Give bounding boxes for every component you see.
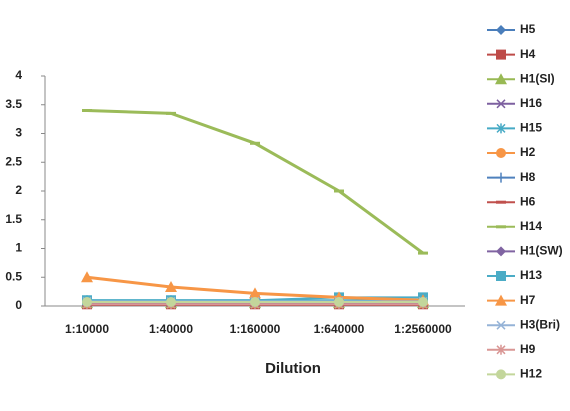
legend-label: H7 xyxy=(520,293,536,307)
data-point xyxy=(166,111,176,115)
data-point xyxy=(82,109,92,112)
y-tick-label: 2.5 xyxy=(5,154,22,168)
x-tick-label: 1:2560000 xyxy=(394,322,452,336)
legend-marker xyxy=(496,320,506,330)
data-point xyxy=(250,141,260,145)
y-tick-label: 2 xyxy=(15,183,22,197)
data-point xyxy=(334,296,344,307)
legend-label: H14 xyxy=(520,219,542,233)
data-point xyxy=(166,296,176,307)
data-point xyxy=(334,189,344,193)
legend-label: H16 xyxy=(520,96,542,110)
legend-label: H1(SW) xyxy=(520,244,563,258)
legend-marker xyxy=(496,344,506,355)
x-axis-title: Dilution xyxy=(265,360,321,377)
y-tick-label: 3 xyxy=(15,126,22,140)
data-point xyxy=(418,251,428,255)
y-tick-label: 0.5 xyxy=(5,269,22,283)
legend-label: H1(SI) xyxy=(520,71,555,85)
legend-marker xyxy=(496,172,506,183)
legend-marker xyxy=(496,369,506,380)
legend-marker xyxy=(496,246,506,257)
legend-label: H2 xyxy=(520,145,536,159)
legend-marker xyxy=(495,73,507,85)
legend-label: H3(Bri) xyxy=(520,317,560,331)
x-tick-label: 1:10000 xyxy=(65,322,109,336)
legend-label: H15 xyxy=(520,121,542,135)
x-tick-label: 1:160000 xyxy=(230,322,281,336)
data-point xyxy=(165,281,177,293)
legend-label: H12 xyxy=(520,367,542,381)
legend-marker xyxy=(496,225,506,229)
data-point xyxy=(82,296,92,307)
y-tick-label: 1.5 xyxy=(5,212,22,226)
legend-label: H13 xyxy=(520,268,542,282)
legend-label: H9 xyxy=(520,342,536,356)
y-tick-label: 4 xyxy=(15,68,22,82)
x-tick-label: 1:40000 xyxy=(149,322,193,336)
legend-marker xyxy=(496,200,506,204)
legend-label: H4 xyxy=(520,47,536,61)
legend-marker xyxy=(496,25,506,35)
legend-marker xyxy=(495,294,507,306)
series-line xyxy=(86,109,424,255)
legend-label: H8 xyxy=(520,170,536,184)
y-tick-label: 1 xyxy=(15,241,22,255)
data-point xyxy=(418,296,428,307)
legend-marker xyxy=(496,99,506,109)
x-tick-label: 1:640000 xyxy=(314,322,365,336)
legend-marker xyxy=(496,123,506,134)
legend-label: H5 xyxy=(520,22,536,36)
y-tick-label: 3.5 xyxy=(5,97,22,111)
y-tick-label: 0 xyxy=(15,298,22,312)
legend-marker xyxy=(496,49,506,60)
legend-marker xyxy=(496,148,506,158)
legend-label: H6 xyxy=(520,194,536,208)
data-point xyxy=(249,287,261,299)
data-point xyxy=(250,296,260,307)
legend-marker xyxy=(496,271,506,281)
data-point xyxy=(81,271,93,283)
